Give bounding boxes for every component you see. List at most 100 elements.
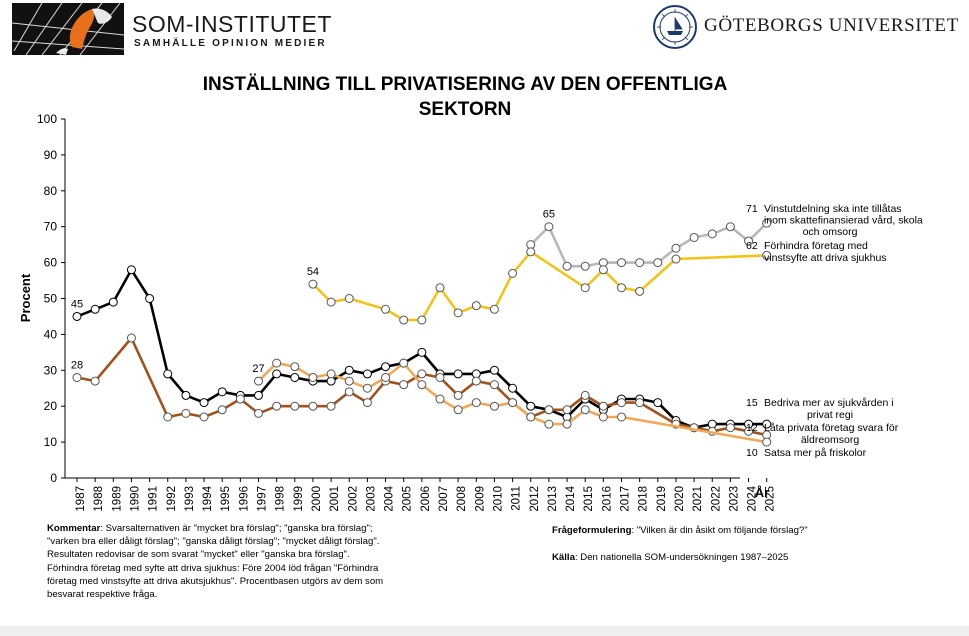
data-point	[544, 222, 554, 232]
x-tick-label: 2017	[620, 486, 632, 512]
data-point	[580, 283, 590, 293]
data-point	[417, 315, 427, 325]
x-tick-label: 2006	[420, 486, 432, 512]
series-name-label: privat regi	[807, 409, 853, 421]
data-point	[362, 369, 372, 379]
x-tick-label: 2007	[438, 486, 450, 512]
series-line	[257, 361, 767, 444]
data-point	[326, 401, 336, 411]
x-tick-label: 2000	[311, 486, 323, 512]
series-end-value-label: 12	[746, 422, 758, 434]
data-point	[326, 369, 336, 379]
series-name-label: äldreomsorg	[801, 434, 860, 446]
data-point	[90, 304, 100, 314]
data-point	[399, 380, 409, 390]
data-point	[272, 358, 282, 368]
x-tick-label: 1987	[75, 486, 87, 512]
y-axis-label: Procent	[18, 273, 33, 322]
data-point	[272, 369, 282, 379]
data-point	[508, 383, 518, 393]
x-axis-label: År	[755, 485, 769, 500]
data-point	[580, 261, 590, 271]
x-tick-label: 2014	[565, 485, 577, 511]
x-tick-label: 2015	[583, 486, 595, 512]
data-point	[308, 401, 318, 411]
data-point	[653, 398, 663, 408]
data-point	[181, 408, 191, 418]
question-wording: Frågeformulering: "Vilken är din åsikt o…	[552, 524, 952, 537]
data-point	[635, 258, 645, 268]
data-point	[453, 308, 463, 318]
data-point	[762, 437, 772, 447]
series-start-value-label: 45	[71, 298, 83, 310]
data-point	[562, 419, 572, 429]
data-point	[508, 398, 518, 408]
data-point	[435, 394, 445, 404]
data-point	[199, 412, 209, 422]
data-point	[635, 398, 645, 408]
y-tick-label: 90	[44, 148, 58, 162]
series-end-value-label: 10	[746, 447, 758, 459]
som-institute-tagline: SAMHÄLLE OPINION MEDIER	[134, 38, 327, 49]
university-name: GÖTEBORGS UNIVERSITET	[704, 15, 959, 36]
data-point	[653, 258, 663, 268]
data-point	[453, 369, 463, 379]
comment-label: Kommentar	[47, 523, 101, 534]
x-tick-label: 1990	[129, 486, 141, 512]
data-point	[762, 218, 772, 228]
data-point	[90, 376, 100, 386]
data-point	[145, 294, 155, 303]
data-point	[435, 283, 445, 293]
data-point	[126, 333, 136, 343]
x-tick-label: 1999	[293, 486, 305, 512]
y-tick-label: 70	[44, 220, 58, 234]
data-point	[526, 401, 536, 411]
data-point	[580, 405, 590, 415]
data-point	[344, 365, 354, 375]
data-point	[489, 380, 499, 390]
y-tick-label: 0	[50, 471, 57, 485]
data-point	[344, 376, 354, 386]
comment-note: Kommentar: Svarsalternativen är "mycket …	[47, 522, 392, 601]
data-point	[707, 229, 717, 239]
series-name-label: Låta privata företag svara för	[764, 422, 899, 434]
x-tick-label: 2005	[402, 486, 414, 512]
x-tick-label: 2025	[765, 486, 777, 512]
data-point	[362, 398, 372, 408]
x-tick-label: 1989	[111, 486, 123, 512]
y-tick-label: 20	[44, 399, 58, 413]
chart-title: INSTÄLLNING TILL PRIVATISERING AV DEN OF…	[120, 72, 810, 122]
source-label: Källa	[552, 552, 575, 563]
data-point	[381, 372, 391, 382]
data-point	[471, 398, 481, 408]
data-point	[435, 372, 445, 382]
data-point	[617, 283, 626, 293]
data-point	[489, 365, 499, 375]
data-point	[453, 405, 463, 415]
data-point	[217, 405, 227, 415]
data-point	[526, 247, 536, 257]
data-point	[72, 311, 82, 321]
data-point	[326, 297, 336, 307]
x-tick-label: 2012	[529, 486, 541, 512]
data-point	[254, 408, 263, 418]
x-tick-label: 2004	[384, 485, 396, 511]
som-institute-name: SOM-INSTITUTET	[132, 11, 332, 37]
data-point	[725, 222, 735, 232]
data-point	[598, 401, 608, 411]
data-point	[471, 376, 481, 386]
series-name-label: Förhindra företag med	[764, 240, 868, 252]
data-point	[344, 387, 354, 397]
data-point	[417, 380, 427, 390]
data-point	[744, 236, 754, 246]
series-start-value-label: 28	[71, 359, 83, 371]
x-tick-label: 1992	[166, 486, 178, 512]
data-point	[689, 232, 699, 242]
data-point	[580, 390, 590, 400]
data-point	[417, 347, 427, 357]
data-point	[254, 390, 263, 400]
x-tick-label: 2003	[365, 486, 377, 512]
data-point	[526, 412, 536, 422]
x-tick-label: 1993	[184, 486, 196, 512]
